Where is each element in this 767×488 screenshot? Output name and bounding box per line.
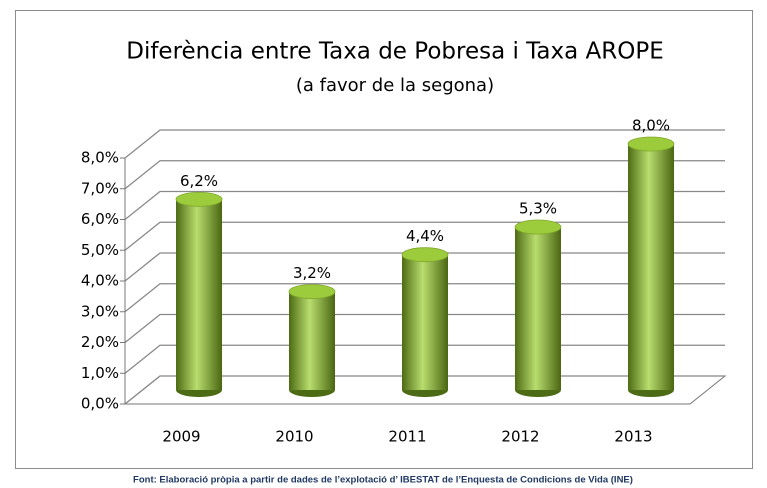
grid-line [124,190,725,221]
bar [176,199,222,390]
y-tick-label: 6,0% [81,210,119,228]
bar-top [175,191,223,207]
data-label: 8,0% [632,117,670,135]
x-tick-label: 2012 [501,428,539,446]
x-tick-label: 2009 [162,428,200,446]
grid-line [124,160,725,190]
bar-top [288,284,336,300]
y-tick-label: 4,0% [81,272,119,290]
bar [402,254,448,390]
y-tick-label: 8,0% [81,149,119,167]
chart-subtitle: (a favor de la segona) [296,75,494,96]
data-label: 5,3% [519,200,557,218]
data-label: 4,4% [406,227,444,245]
y-tick-label: 1,0% [81,364,119,382]
y-tick-label: 7,0% [81,179,119,197]
source-note: Font: Elaboració pròpia a partir de dade… [133,475,633,486]
x-tick-label: 2010 [275,428,313,446]
y-tick-label: 2,0% [81,333,119,351]
bar-top [514,219,562,235]
y-tick-label: 5,0% [81,241,119,259]
bar [628,144,674,390]
y-tick-label: 3,0% [81,302,119,320]
x-tick-label: 2013 [614,428,652,446]
bar [515,227,561,390]
bar-top [401,247,449,263]
chart-title: Diferència entre Taxa de Pobresa i Taxa … [126,39,664,65]
data-label: 6,2% [180,172,218,190]
x-tick-label: 2011 [388,428,426,446]
bar-top [627,136,675,152]
grid-line [124,129,725,159]
bar [289,291,335,390]
data-label: 3,2% [293,264,331,282]
y-tick-label: 0,0% [81,395,119,413]
